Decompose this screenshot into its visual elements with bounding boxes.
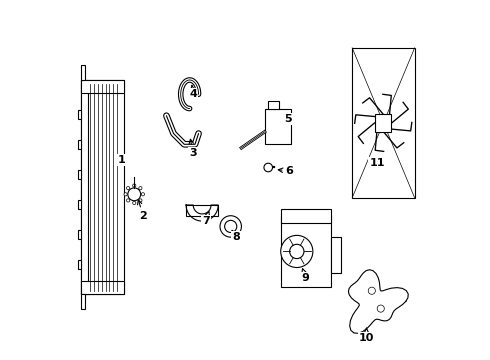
Text: 6: 6 [278,166,294,176]
Bar [78,170,81,179]
Circle shape [376,116,391,130]
Circle shape [133,184,136,187]
Circle shape [133,201,136,204]
Text: 1: 1 [118,156,125,165]
Bar [81,80,88,294]
Bar [331,237,342,273]
Bar [78,110,81,118]
Text: 9: 9 [302,269,310,283]
Circle shape [264,163,272,172]
Bar [268,102,279,109]
Circle shape [126,186,130,190]
Circle shape [141,193,145,196]
Circle shape [290,244,304,258]
Text: 8: 8 [232,230,240,242]
Bar [81,65,85,80]
Circle shape [224,220,237,233]
Text: 7: 7 [202,212,210,226]
Bar [186,205,218,216]
Text: 11: 11 [369,158,385,168]
Bar [281,216,331,287]
Text: 2: 2 [138,200,147,221]
Circle shape [139,186,142,190]
Bar [78,140,81,149]
Bar [81,282,123,294]
Circle shape [281,235,313,267]
Bar [81,294,85,309]
Text: 3: 3 [189,139,197,158]
Bar [265,109,292,144]
Circle shape [124,193,127,196]
Bar [375,114,392,132]
Text: 4: 4 [189,85,197,99]
Bar [352,48,415,198]
Circle shape [139,199,142,202]
Polygon shape [348,270,408,333]
Circle shape [126,199,130,202]
Text: 10: 10 [359,328,374,343]
Circle shape [368,287,375,294]
Bar [78,260,81,269]
Bar [281,208,331,223]
Bar [78,230,81,239]
Bar [81,80,123,294]
Bar [81,80,123,93]
Circle shape [128,188,141,201]
Text: 5: 5 [284,114,292,124]
Circle shape [377,305,384,312]
Polygon shape [186,205,218,221]
Circle shape [220,216,242,237]
Bar [78,200,81,208]
